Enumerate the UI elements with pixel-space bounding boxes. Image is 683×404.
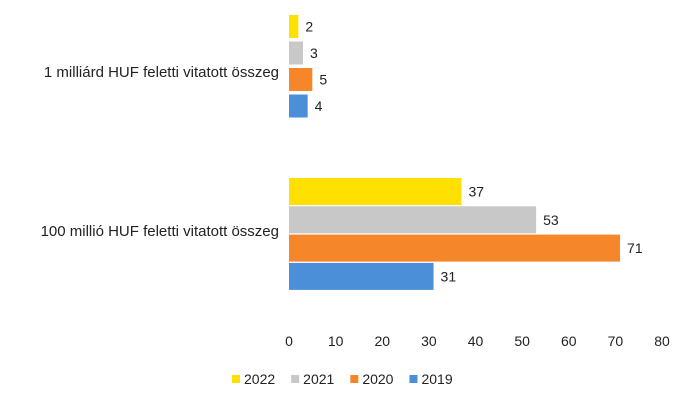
data-label: 37 <box>469 184 485 200</box>
bars <box>289 15 621 290</box>
bar-2020 <box>289 68 313 91</box>
x-tick-label: 70 <box>608 333 624 349</box>
x-tick-label: 20 <box>374 333 390 349</box>
bar-2020 <box>289 234 621 262</box>
x-tick-label: 10 <box>328 333 344 349</box>
x-tick-label: 30 <box>421 333 437 349</box>
x-axis-ticks: 0 10 20 30 40 50 60 70 80 <box>285 333 670 349</box>
legend-swatch-2021 <box>291 375 300 383</box>
x-tick-label: 60 <box>561 333 577 349</box>
category-labels: 1 milliárd HUF feletti vitatott összeg 10… <box>41 64 279 240</box>
x-tick-label: 80 <box>654 333 670 349</box>
legend-swatch-2020 <box>350 375 359 383</box>
legend-swatch-2022 <box>232 375 240 383</box>
data-label: 4 <box>315 98 323 114</box>
bar-2022 <box>289 178 462 205</box>
data-label: 31 <box>441 268 457 284</box>
data-label: 5 <box>319 72 327 88</box>
x-tick-label: 0 <box>285 333 293 349</box>
bar-2019 <box>289 94 308 118</box>
bar-2019 <box>289 262 434 290</box>
category-label: 100 millió HUF feletti vitatott összeg <box>41 223 279 240</box>
bar-2021 <box>289 206 537 234</box>
x-tick-label: 50 <box>514 333 530 349</box>
data-labels: 2 35 4 37 53 71 31 <box>305 19 642 285</box>
data-label: 2 <box>305 19 313 35</box>
legend-label: 2019 <box>421 371 452 387</box>
data-label: 53 <box>543 212 559 228</box>
legend-label: 2022 <box>244 371 275 387</box>
bar-2021 <box>289 41 303 65</box>
legend-swatch-2019 <box>409 375 418 383</box>
bar-2022 <box>289 15 299 38</box>
data-label: 71 <box>627 240 643 256</box>
x-tick-label: 40 <box>468 333 484 349</box>
data-label: 3 <box>310 45 318 61</box>
legend: 2022 2021 2020 2019 <box>232 371 453 387</box>
legend-label: 2020 <box>362 371 393 387</box>
category-label: 1 milliárd HUF feletti vitatott összeg <box>44 64 279 81</box>
legend-label: 2021 <box>303 371 334 387</box>
